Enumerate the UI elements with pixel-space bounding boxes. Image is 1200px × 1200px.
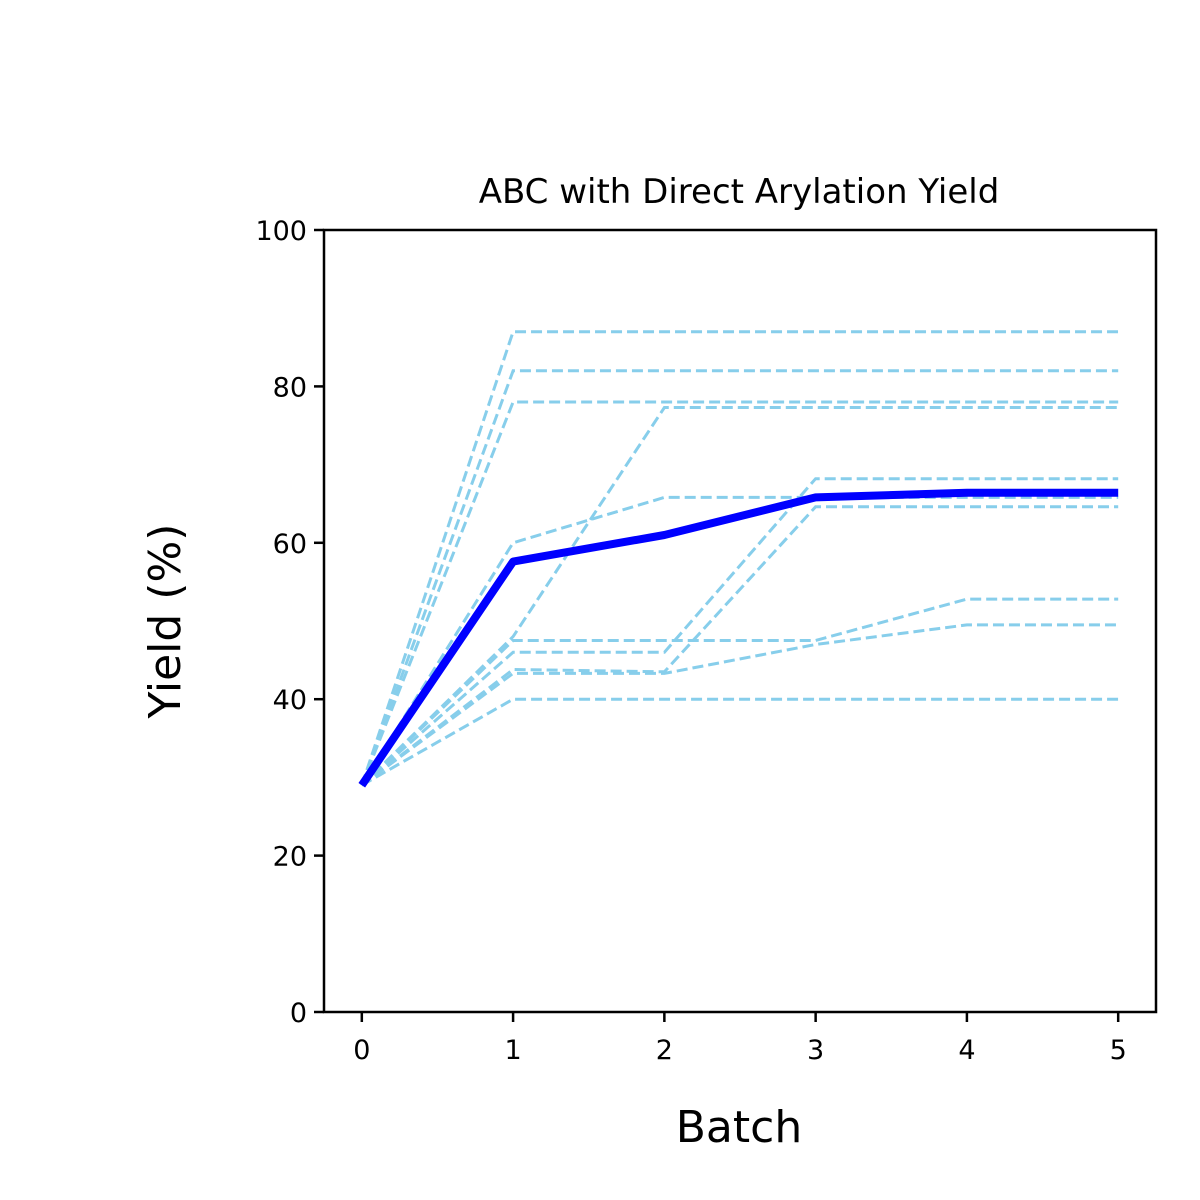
y-tick-label: 100 [255, 216, 307, 247]
run-line-5 [360, 495, 1119, 786]
x-tick-label: 0 [353, 1035, 370, 1066]
run-line-1 [360, 330, 1119, 786]
run-line-10 [361, 697, 1119, 787]
run-line-4 [360, 406, 1119, 787]
run-lines [360, 330, 1119, 787]
y-tick-label: 0 [290, 998, 307, 1029]
x-tick-label: 1 [504, 1035, 521, 1066]
x-tick-label: 5 [1110, 1035, 1127, 1066]
x-tick-label: 3 [807, 1035, 824, 1066]
mean-line-group [358, 488, 1119, 788]
chart-title: ABC with Direct Arylation Yield [479, 172, 1000, 212]
x-tick-label: 4 [958, 1035, 975, 1066]
x-tick-label: 2 [656, 1035, 673, 1066]
y-tick-label: 40 [273, 685, 307, 716]
x-axis-ticks: 0 1 2 3 4 5 [353, 1012, 1127, 1066]
y-axis-label: Yield (%) [140, 524, 191, 720]
run-line-6 [360, 597, 1119, 787]
x-axis-label: Batch [676, 1102, 802, 1153]
y-tick-label: 20 [273, 842, 307, 873]
y-tick-label: 80 [273, 372, 307, 403]
run-line-3 [360, 400, 1119, 786]
plot-frame [322, 228, 1158, 1014]
y-tick-label: 60 [273, 529, 307, 560]
run-line-9 [360, 623, 1119, 787]
run-line-2 [360, 369, 1119, 786]
y-axis-ticks: 0 20 40 60 80 100 [255, 216, 324, 1029]
run-line-8 [360, 505, 1119, 787]
mean-line [358, 488, 1119, 788]
run-line-7 [360, 477, 1119, 787]
